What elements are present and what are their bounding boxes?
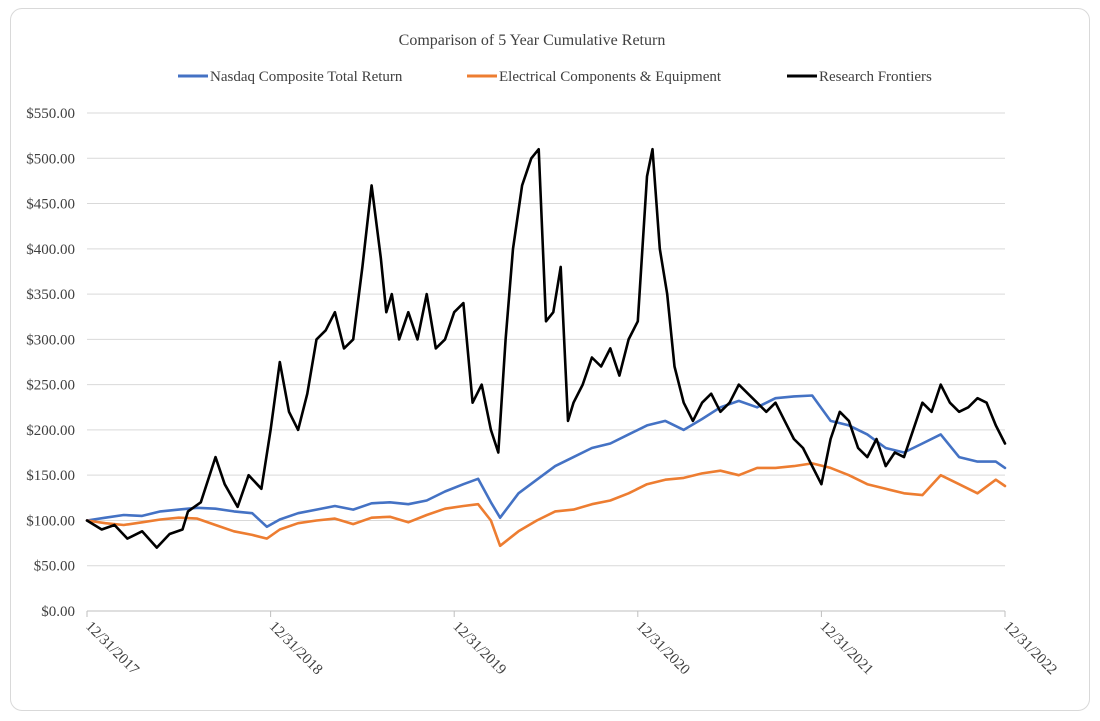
series-line-2 [85,147,1007,549]
legend-label-2: Research Frontiers [819,69,932,85]
x-tick-label-5: 12/31/2022 [1000,619,1060,679]
y-tick-label-2: $100.00 [26,513,75,529]
x-tick-label-1: 12/31/2018 [266,619,326,679]
y-axis-ticks: $0.00 $50.00 $100.00 $150.00 $200.00 $250.00 $… [26,106,75,620]
y-tick-label-9: $450.00 [26,197,75,213]
y-tick-label-4: $200.00 [26,423,75,439]
y-tick-label-6: $300.00 [26,332,75,348]
x-tick-label-0: 12/31/2017 [82,619,142,679]
chart-frame [10,8,1090,711]
y-tick-label-10: $500.00 [26,151,75,167]
chart-title: Comparison of 5 Year Cumulative Return [399,32,666,49]
y-tick-label-0: $0.00 [41,604,75,620]
x-tick-label-2: 12/31/2019 [449,619,509,679]
y-tick-label-7: $350.00 [26,287,75,303]
y-tick-label-5: $250.00 [26,378,75,394]
y-tick-label-1: $50.00 [34,559,75,575]
y-tick-label-3: $150.00 [26,468,75,484]
legend-label-1: Electrical Components & Equipment [499,69,722,85]
x-tick-label-4: 12/31/2021 [817,619,877,679]
series-lines [85,147,1007,549]
series-line-1 [85,462,1007,548]
series-line-0 [85,394,1007,529]
y-tick-label-8: $400.00 [26,242,75,258]
x-tick-label-3: 12/31/2020 [633,619,693,679]
legend: Nasdaq Composite Total Return Electrical … [178,69,932,85]
legend-label-0: Nasdaq Composite Total Return [210,69,403,85]
y-tick-label-11: $550.00 [26,106,75,122]
gridlines [87,112,1005,612]
x-axis: 12/31/2017 12/31/2018 12/31/2019 12/31/2020… [82,611,1060,679]
